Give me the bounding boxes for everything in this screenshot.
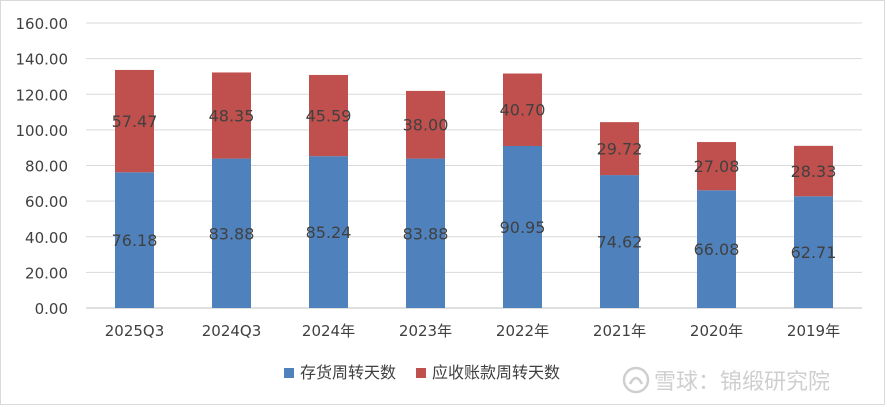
data-label: 74.62 [597,233,643,252]
x-tick-label: 2023年 [399,322,452,340]
data-label: 40.70 [500,101,546,120]
watermark-text: 雪球：锦缎研究院 [654,370,831,395]
x-tick-label: 2019年 [787,322,840,340]
snowball-logo-icon [622,366,650,394]
data-label: 28.33 [791,162,837,181]
y-tick-label: 0.00 [35,300,68,318]
data-label: 27.08 [694,157,740,176]
x-tick-label: 2024年 [302,322,355,340]
x-tick-label: 2022年 [496,322,549,340]
bar-segment-receivable [697,142,736,191]
legend-swatch-receivable [416,368,427,378]
legend-swatch-inventory [284,368,294,378]
data-label: 83.88 [209,224,255,243]
bar-segment-receivable [212,72,251,159]
bar-segment-inventory [600,175,639,308]
bar-segment-inventory [309,156,348,308]
x-tick-label: 2025Q3 [105,322,165,340]
y-tick-label: 100.00 [16,122,69,140]
data-label: 85.24 [306,223,352,242]
legend-label: 应收账款周转天数 [432,363,560,382]
data-label: 76.18 [112,231,158,250]
data-label: 45.59 [306,107,352,126]
y-tick-label: 120.00 [16,86,69,104]
bar-segment-receivable [406,90,445,159]
x-tick-label: 2020年 [690,322,743,340]
data-label: 90.95 [500,218,546,237]
x-tick-label: 2021年 [593,322,646,340]
y-tick-label: 160.00 [16,15,69,33]
data-label: 83.88 [403,224,449,243]
data-label: 57.47 [112,112,158,131]
data-label: 66.08 [694,240,740,259]
bar-segment-inventory [212,158,251,308]
y-tick-label: 60.00 [25,193,68,211]
watermark: 雪球：锦缎研究院 [622,365,830,395]
bar-segment-receivable [503,73,542,146]
x-tick-label: 2024Q3 [202,322,262,340]
data-label: 38.00 [403,116,449,135]
bar-segment-inventory [697,190,736,308]
bar-segment-inventory [406,158,445,308]
data-label: 62.71 [791,243,837,262]
bar-segment-inventory [115,172,154,308]
y-tick-label: 140.00 [16,51,69,69]
legend-label: 存货周转天数 [300,363,396,382]
y-tick-label: 20.00 [25,264,68,282]
bar-segment-receivable [600,122,639,176]
y-tick-label: 40.00 [25,229,68,247]
bar-segment-receivable [309,74,348,157]
data-label: 29.72 [597,140,643,159]
bar-segment-receivable [115,69,154,173]
bar-segment-inventory [503,145,542,308]
bar-segment-inventory [794,196,833,308]
data-label: 48.35 [209,107,255,126]
y-tick-label: 80.00 [25,158,68,176]
bar-segment-receivable [794,145,833,197]
